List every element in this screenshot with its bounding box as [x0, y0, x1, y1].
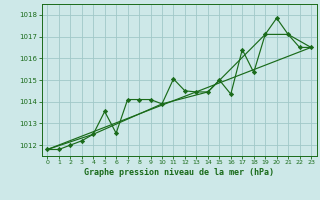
X-axis label: Graphe pression niveau de la mer (hPa): Graphe pression niveau de la mer (hPa) — [84, 168, 274, 177]
